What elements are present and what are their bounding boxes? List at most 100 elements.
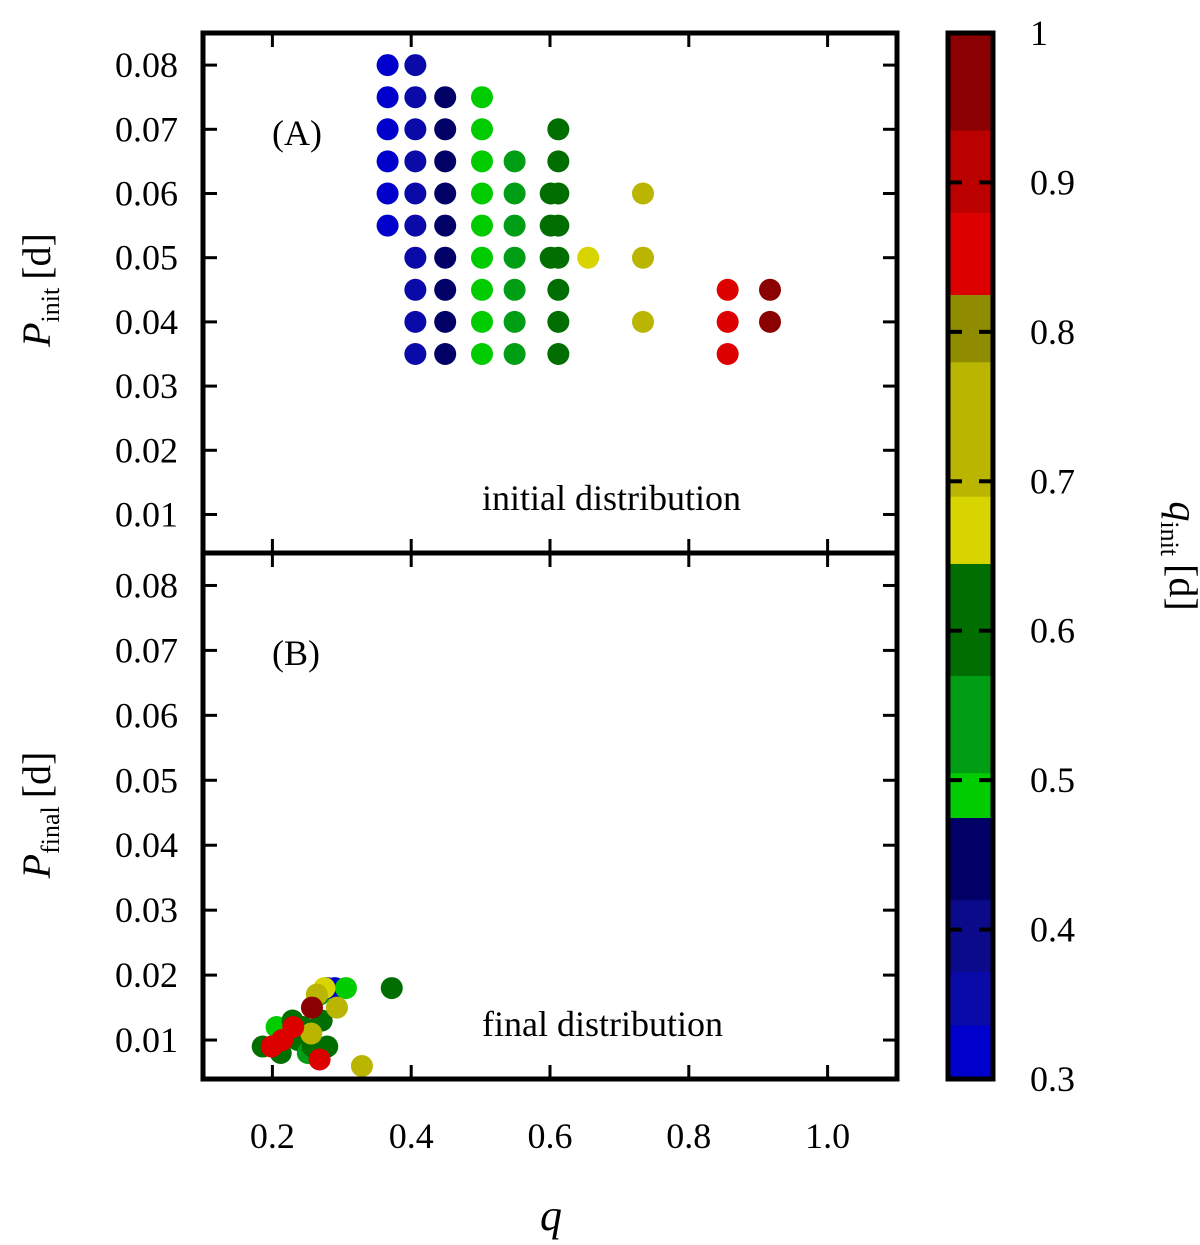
data-point-a (376, 86, 399, 109)
data-point-a (376, 150, 399, 173)
colorbar-band (948, 675, 993, 774)
data-point-a (470, 246, 493, 269)
y-tick-label-a: 0.07 (115, 109, 178, 149)
data-point-a (404, 342, 427, 365)
data-point-a (716, 342, 739, 365)
colorbar-band (948, 817, 993, 901)
colorbar-tick-label: 0.9 (1030, 162, 1075, 202)
colorbar-tick-label: 0.8 (1030, 312, 1075, 352)
data-point-a (547, 118, 570, 141)
y-tick-label-b: 0.08 (115, 565, 178, 605)
data-point-a (547, 214, 570, 237)
data-point-a (547, 278, 570, 301)
data-point-a (577, 246, 600, 269)
data-point-a (404, 246, 427, 269)
colorbar-band (948, 899, 993, 972)
data-point-a (547, 246, 570, 269)
data-point-a (470, 278, 493, 301)
data-point-a (547, 150, 570, 173)
colorbar-band (948, 212, 993, 295)
colorbar-label-unit: [d] (1161, 564, 1200, 611)
data-point-b (334, 977, 357, 1000)
data-point-a (434, 150, 457, 173)
data-point-a (434, 310, 457, 333)
y-tick-label-b: 0.06 (115, 695, 178, 735)
data-point-a (716, 278, 739, 301)
data-point-a (470, 118, 493, 141)
colorbar-band (948, 971, 993, 1026)
data-point-b (300, 996, 323, 1019)
y-axis-label-b-main: P (14, 854, 59, 879)
data-point-a (631, 310, 654, 333)
data-point-a (631, 246, 654, 269)
y-axis-label-a-main: P (14, 322, 59, 347)
colorbar-frame (945, 30, 996, 1082)
data-point-b (308, 1048, 331, 1071)
data-point-a (434, 246, 457, 269)
data-point-a (404, 182, 427, 205)
y-tick-label-b: 0.02 (115, 955, 178, 995)
data-point-a (503, 182, 526, 205)
data-point-a (404, 214, 427, 237)
data-point-a (404, 278, 427, 301)
colorbar-band (948, 361, 993, 497)
x-tick-label: 0.6 (528, 1116, 573, 1156)
panel-label-a: (A) (272, 113, 322, 153)
x-tick-label: 0.8 (666, 1116, 711, 1156)
data-point-a (470, 310, 493, 333)
data-point-a (376, 214, 399, 237)
data-point-a (547, 342, 570, 365)
annotation-final: final distribution (482, 1004, 723, 1044)
data-point-a (470, 150, 493, 173)
data-point-a (434, 118, 457, 141)
y-tick-label-a: 0.03 (115, 366, 178, 406)
y-tick-label-a: 0.01 (115, 494, 178, 534)
data-point-a (434, 182, 457, 205)
y-axis-label-b-unit: [d] (14, 752, 59, 799)
colorbar: 0.3 0.4 0.5 0.6 0.7 0.8 0.9 1 (945, 13, 1075, 1099)
data-point-a (503, 310, 526, 333)
colorbar-tick-label: 0.5 (1030, 760, 1075, 800)
panel-a: 0.01 0.02 0.03 0.04 0.05 0.06 0.07 0.08 (115, 33, 897, 553)
data-point-a (631, 182, 654, 205)
colorbar-band (948, 1025, 993, 1080)
y-axis-label-a-unit: [d] (14, 233, 59, 280)
data-point-a (434, 278, 457, 301)
outer-frame (200, 30, 900, 1082)
colorbar-band (948, 563, 993, 677)
data-point-a (434, 214, 457, 237)
data-point-b (325, 996, 348, 1019)
colorbar-band (948, 33, 993, 131)
y-tick-label-a: 0.04 (115, 302, 178, 342)
data-point-a (404, 54, 427, 77)
data-point-b (380, 977, 403, 1000)
axes-frame (200, 30, 900, 1082)
y-tick-label-a: 0.05 (115, 238, 178, 278)
y-tick-label-b: 0.04 (115, 825, 178, 865)
data-point-a (758, 278, 781, 301)
y-tick-label-a: 0.02 (115, 430, 178, 470)
y-tick-label-a: 0.06 (115, 173, 178, 213)
panel-label-b: (B) (272, 633, 320, 673)
colorbar-label-main: q (1161, 501, 1200, 521)
colorbar-band (948, 294, 993, 363)
x-tick-label: 1.0 (805, 1116, 850, 1156)
data-point-a (470, 214, 493, 237)
data-point-a (503, 214, 526, 237)
y-tick-label-b: 0.01 (115, 1020, 178, 1060)
panel-b: 0.01 0.02 0.03 0.04 0.05 0.06 0.07 0.08 0.2 0.4 0.… (115, 553, 897, 1156)
data-point-a (376, 182, 399, 205)
data-point-a (404, 118, 427, 141)
data-point-a (470, 342, 493, 365)
data-point-a (503, 150, 526, 173)
data-point-b (282, 1016, 305, 1039)
x-axis-label: q (540, 1191, 562, 1240)
colorbar-tick-label: 1 (1030, 13, 1048, 53)
colorbar-tick-label: 0.4 (1030, 910, 1075, 950)
data-point-a (404, 310, 427, 333)
data-point-a (503, 278, 526, 301)
data-point-a (434, 342, 457, 365)
data-point-a (470, 86, 493, 109)
colorbar-band (948, 130, 993, 213)
